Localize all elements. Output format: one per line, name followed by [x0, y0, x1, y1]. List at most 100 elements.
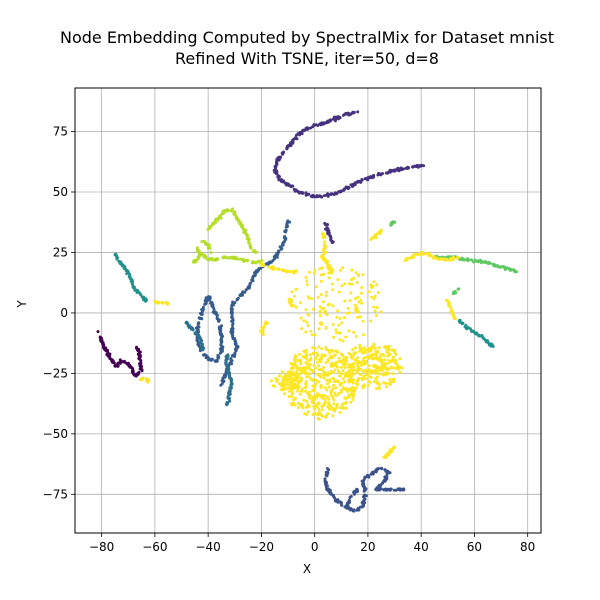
data-point — [229, 209, 233, 213]
data-point — [264, 320, 268, 324]
data-point — [334, 328, 338, 332]
data-point — [230, 382, 234, 386]
data-point — [125, 272, 129, 276]
data-point — [391, 372, 395, 376]
y-tick-label: 50 — [53, 185, 68, 199]
data-point — [297, 385, 301, 389]
data-point — [442, 257, 446, 261]
data-point — [226, 396, 230, 400]
data-point — [110, 360, 114, 364]
data-point — [153, 300, 157, 304]
data-point — [308, 358, 312, 362]
data-point — [346, 307, 350, 310]
data-point — [354, 308, 357, 312]
data-point — [345, 356, 349, 359]
data-point — [384, 488, 388, 492]
data-point — [329, 393, 333, 397]
data-point — [233, 337, 236, 340]
data-point — [351, 381, 355, 385]
data-point — [251, 276, 255, 280]
data-point — [281, 380, 284, 384]
data-point — [352, 509, 356, 513]
data-point — [318, 374, 322, 378]
data-point — [271, 384, 275, 388]
data-point — [133, 288, 137, 292]
data-point — [339, 390, 343, 394]
data-point — [345, 311, 349, 315]
data-point — [290, 303, 294, 307]
data-point — [355, 369, 359, 373]
data-point — [377, 383, 381, 386]
data-point — [185, 322, 189, 325]
data-point — [158, 300, 161, 304]
data-point — [326, 266, 330, 270]
x-tick-label: 80 — [520, 540, 535, 554]
data-point — [106, 351, 110, 355]
data-point — [375, 375, 379, 379]
data-point — [277, 178, 281, 182]
data-point — [315, 351, 319, 355]
data-point — [363, 487, 366, 491]
data-point — [341, 377, 345, 381]
data-point — [388, 168, 392, 172]
data-point — [406, 167, 410, 170]
data-point — [329, 389, 333, 393]
data-point — [307, 375, 311, 379]
data-point — [329, 193, 333, 196]
data-point — [434, 256, 438, 260]
data-point — [369, 375, 373, 379]
data-point — [312, 351, 316, 355]
data-point — [347, 363, 351, 366]
data-point — [114, 252, 118, 256]
data-point — [461, 321, 465, 325]
data-point — [358, 349, 362, 353]
data-point — [313, 411, 317, 415]
data-point — [292, 398, 295, 402]
x-tick-label: 60 — [467, 540, 482, 554]
data-point — [351, 348, 355, 352]
data-point — [299, 362, 303, 366]
x-tick-label: 40 — [414, 540, 429, 554]
data-point — [328, 489, 332, 492]
data-point — [332, 377, 336, 381]
data-point — [393, 168, 397, 172]
data-point — [346, 375, 350, 378]
data-point — [388, 378, 392, 382]
data-point — [344, 373, 348, 377]
data-point — [228, 389, 232, 392]
data-point — [215, 358, 219, 362]
data-point — [482, 336, 486, 340]
data-point — [399, 488, 403, 492]
data-point — [280, 268, 284, 272]
data-point — [300, 389, 304, 393]
data-point — [361, 319, 365, 323]
data-point — [280, 370, 284, 374]
data-point — [354, 334, 358, 338]
data-point — [329, 236, 333, 240]
data-point — [321, 248, 325, 252]
data-point — [327, 385, 331, 389]
data-point — [296, 366, 300, 370]
data-point — [457, 319, 461, 323]
data-point — [250, 279, 254, 283]
data-point — [378, 386, 381, 390]
data-point — [120, 264, 124, 268]
data-point — [324, 474, 328, 478]
data-point — [286, 182, 290, 186]
data-point — [326, 358, 330, 362]
data-point — [289, 362, 293, 365]
data-point — [384, 453, 388, 457]
data-point — [335, 116, 339, 120]
data-point — [220, 332, 224, 336]
data-point — [352, 392, 356, 396]
data-point — [131, 367, 135, 371]
data-point — [256, 268, 260, 272]
data-point — [391, 355, 395, 359]
data-point — [210, 256, 214, 260]
data-point — [317, 407, 321, 411]
data-point — [106, 348, 109, 352]
data-point — [325, 413, 329, 417]
data-point — [224, 354, 228, 358]
data-point — [351, 395, 355, 399]
data-point — [358, 505, 362, 509]
